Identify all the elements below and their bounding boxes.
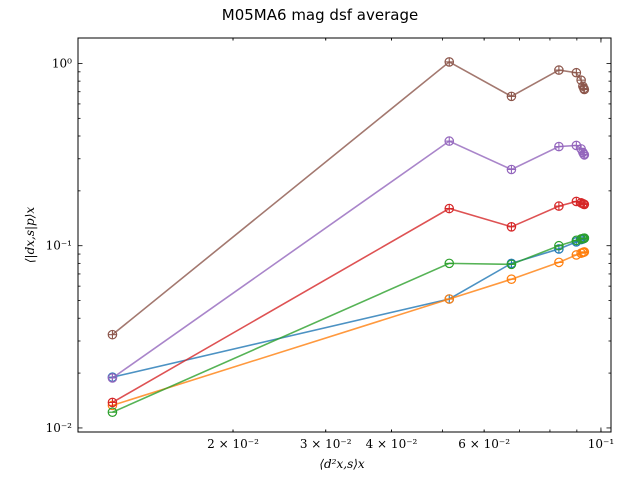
data-point bbox=[444, 203, 455, 214]
data-point bbox=[107, 407, 118, 418]
data-point bbox=[506, 259, 517, 270]
data-point bbox=[554, 201, 564, 211]
data-point bbox=[579, 247, 590, 257]
axes: 2 × 10⁻² 3 × 10⁻² 4 × 10⁻² 6 × 10⁻² 10⁻¹ 10⁻²… bbox=[46, 38, 614, 451]
plot-area bbox=[107, 57, 590, 418]
data-point bbox=[554, 240, 564, 251]
data-point bbox=[506, 164, 517, 175]
data-point bbox=[579, 84, 590, 95]
data-point bbox=[579, 150, 590, 160]
y-tick-label: 10⁰ bbox=[52, 56, 72, 70]
data-point bbox=[107, 329, 118, 340]
x-tick-label: 4 × 10⁻² bbox=[366, 437, 418, 451]
data-point bbox=[576, 75, 586, 85]
data-point bbox=[506, 274, 517, 285]
x-axis-label: ⟨d²x,s⟩x bbox=[319, 457, 365, 471]
data-point bbox=[571, 67, 582, 78]
data-point bbox=[107, 397, 118, 408]
x-tick-label: 3 × 10⁻² bbox=[300, 437, 352, 451]
data-point bbox=[506, 221, 517, 232]
data-point bbox=[554, 141, 564, 152]
x-tick-label: 2 × 10⁻² bbox=[207, 437, 259, 451]
series-line-3 bbox=[112, 200, 585, 404]
y-tick-label: 10⁻² bbox=[46, 421, 73, 435]
data-point bbox=[444, 258, 455, 269]
data-point bbox=[444, 294, 455, 304]
data-point bbox=[579, 199, 590, 210]
x-tick-label: 10⁻¹ bbox=[588, 437, 614, 451]
chart-title: M05MA6 mag dsf average bbox=[222, 6, 418, 24]
data-point bbox=[554, 257, 564, 268]
data-point bbox=[506, 91, 517, 102]
y-tick-label: 10⁻¹ bbox=[46, 239, 72, 253]
series-line-5 bbox=[111, 60, 586, 336]
y-axis-label: ⟨|dx,s|p⟩x bbox=[23, 207, 37, 264]
data-point bbox=[554, 65, 564, 75]
x-tick-label: 6 × 10⁻² bbox=[458, 437, 510, 451]
plot-frame bbox=[77, 37, 612, 433]
data-point bbox=[444, 136, 455, 146]
data-point bbox=[444, 57, 455, 67]
data-point bbox=[579, 233, 590, 243]
data-point bbox=[107, 373, 118, 383]
